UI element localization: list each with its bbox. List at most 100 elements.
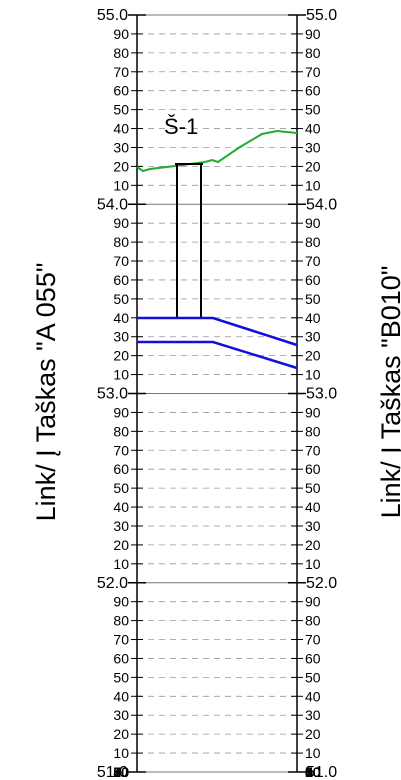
pipe-bottom-line: [137, 340, 298, 370]
left-minor-label: 30: [113, 139, 129, 155]
right-minor-label: 80: [305, 234, 321, 250]
right-bottom-label: 00: [305, 764, 321, 780]
left-minor-label: 70: [113, 64, 129, 80]
right-minor-label: 20: [305, 726, 321, 742]
right-minor-label: 70: [305, 764, 321, 780]
right-minor-label: 90: [305, 404, 321, 420]
left-minor-label: 50: [113, 291, 129, 307]
right-minor-label: 40: [305, 688, 321, 704]
manhole-structure: [176, 163, 202, 319]
right-minor-label: 30: [305, 139, 321, 155]
left-minor-label: 30: [113, 518, 129, 534]
right-minor-label: 50: [305, 669, 321, 685]
left-major-label: 55.0: [97, 7, 128, 24]
left-minor-label: 60: [113, 461, 129, 477]
right-minor-label: 90: [305, 764, 321, 780]
right-major-label: 51.0: [306, 764, 337, 780]
left-minor-label: 20: [113, 764, 129, 780]
left-minor-label: 10: [113, 556, 129, 572]
left-minor-label: 70: [113, 253, 129, 269]
right-minor-label: 10: [305, 764, 321, 780]
right-minor-label: 20: [305, 348, 321, 364]
right-side-label: Link/ Į Taškas "B010": [376, 266, 401, 519]
right-minor-label: 90: [305, 215, 321, 231]
right-minor-label: 80: [305, 764, 321, 780]
left-minor-label: 30: [113, 329, 129, 345]
right-minor-label: 30: [305, 707, 321, 723]
right-minor-label: 20: [305, 537, 321, 553]
right-minor-label: 50: [305, 764, 321, 780]
left-minor-label: 20: [113, 537, 129, 553]
left-elevation-axis: 55.090807060504030201054.090807060504030…: [97, 7, 146, 780]
left-major-label: 52.0: [97, 575, 128, 592]
right-minor-label: 30: [305, 764, 321, 780]
right-minor-label: 90: [305, 594, 321, 610]
right-minor-label: 40: [305, 499, 321, 515]
pipe-top-line: [137, 316, 298, 347]
right-minor-label: 40: [305, 310, 321, 326]
left-minor-label: 10: [113, 764, 129, 780]
left-minor-label: 80: [113, 45, 129, 61]
right-minor-label: 90: [305, 26, 321, 42]
right-minor-label: 20: [305, 158, 321, 174]
right-minor-label: 70: [305, 632, 321, 648]
left-minor-label: 80: [113, 423, 129, 439]
left-minor-label: 90: [113, 404, 129, 420]
right-major-label: 53.0: [306, 386, 337, 403]
left-minor-label: 50: [113, 669, 129, 685]
left-minor-label: 90: [113, 594, 129, 610]
right-minor-label: 80: [305, 613, 321, 629]
left-minor-label: 70: [113, 764, 129, 780]
left-minor-label: 70: [113, 632, 129, 648]
left-minor-label: 90: [113, 26, 129, 42]
left-minor-label: 30: [113, 764, 129, 780]
right-minor-label: 80: [305, 423, 321, 439]
left-minor-label: 90: [113, 764, 129, 780]
left-minor-label: 60: [113, 83, 129, 99]
left-minor-label: 80: [113, 613, 129, 629]
left-minor-label: 80: [113, 234, 129, 250]
left-minor-label: 50: [113, 764, 129, 780]
left-minor-label: 70: [113, 442, 129, 458]
ground-surface-line: [136, 129, 298, 173]
right-minor-label: 60: [305, 83, 321, 99]
right-minor-label: 50: [305, 291, 321, 307]
right-minor-label: 50: [305, 480, 321, 496]
left-bottom-label: 00: [113, 764, 129, 780]
right-minor-label: 70: [305, 253, 321, 269]
right-minor-label: 30: [305, 518, 321, 534]
right-minor-label: 10: [305, 177, 321, 193]
left-minor-label: 90: [113, 215, 129, 231]
right-minor-label: 30: [305, 329, 321, 345]
right-major-label: 52.0: [306, 575, 337, 592]
left-minor-label: 20: [113, 348, 129, 364]
left-minor-label: 10: [113, 745, 129, 761]
left-minor-label: 20: [113, 158, 129, 174]
left-minor-label: 40: [113, 688, 129, 704]
left-minor-label: 80: [113, 764, 129, 780]
left-minor-label: 40: [113, 121, 129, 137]
left-minor-label: 60: [113, 764, 129, 780]
left-minor-label: 50: [113, 102, 129, 118]
left-minor-label: 50: [113, 480, 129, 496]
left-minor-label: 10: [113, 367, 129, 383]
right-minor-label: 20: [305, 764, 321, 780]
left-minor-label: 30: [113, 707, 129, 723]
right-minor-label: 60: [305, 764, 321, 780]
left-major-label: 51.0: [97, 764, 128, 780]
right-minor-label: 60: [305, 272, 321, 288]
right-major-label: 55.0: [306, 7, 337, 24]
right-minor-label: 50: [305, 102, 321, 118]
left-minor-label: 20: [113, 726, 129, 742]
right-minor-label: 70: [305, 64, 321, 80]
grid-lines: [137, 14, 297, 773]
right-minor-label: 10: [305, 367, 321, 383]
right-minor-label: 60: [305, 650, 321, 666]
left-minor-label: 10: [113, 177, 129, 193]
left-minor-label: 40: [113, 310, 129, 326]
right-minor-label: 10: [305, 745, 321, 761]
left-minor-label: 60: [113, 272, 129, 288]
right-minor-label: 70: [305, 442, 321, 458]
right-elevation-axis: 55.090807060504030201054.090807060504030…: [288, 7, 337, 780]
